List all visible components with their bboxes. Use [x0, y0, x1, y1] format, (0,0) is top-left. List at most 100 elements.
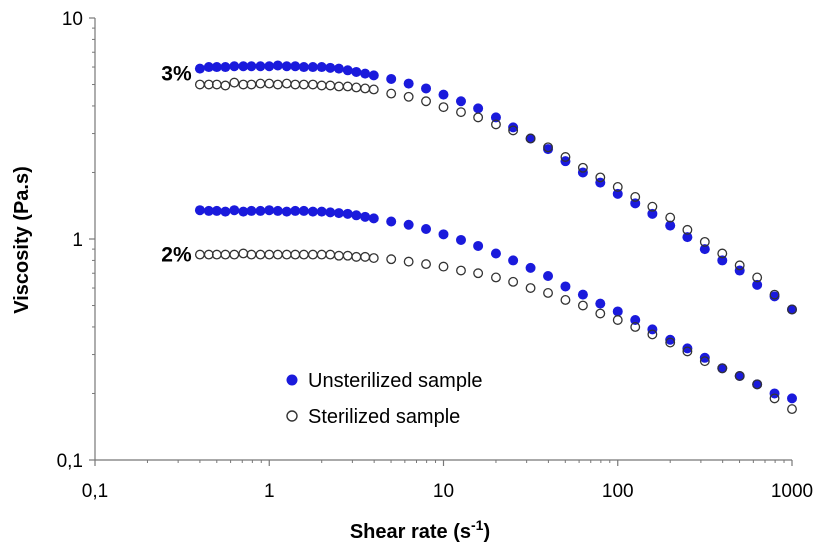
- unsterilized-point: [238, 206, 249, 217]
- sterilized-point: [630, 191, 641, 202]
- sterilized-point: [734, 260, 745, 271]
- sterilized-point: [612, 181, 623, 192]
- sterilized-point: [612, 315, 623, 325]
- sterilized-point: [229, 249, 240, 260]
- sterilized-point: [333, 250, 344, 261]
- sterilized-point: [238, 248, 249, 259]
- sterilized-point: [238, 79, 249, 90]
- unsterilized-point: [264, 205, 275, 216]
- sterilized-point: [255, 249, 266, 260]
- unsterilized-point: [543, 271, 554, 282]
- sterilized-point: [421, 96, 431, 107]
- sterilized-point: [264, 249, 275, 260]
- unsterilized-point: [211, 62, 222, 73]
- x-axis-title: Shear rate (s-1): [350, 517, 490, 543]
- unsterilized-point: [255, 61, 266, 72]
- sterilized-point: [734, 371, 745, 381]
- sterilized-point: [752, 379, 763, 390]
- unsterilized-point: [386, 216, 397, 227]
- unsterilized-point: [229, 61, 240, 72]
- sterilized-point: [682, 346, 693, 357]
- unsterilized-point: [194, 63, 205, 74]
- x-axis-title-main: Shear rate (s: [350, 521, 471, 543]
- unsterilized-point: [682, 343, 693, 354]
- sterilized-point: [456, 107, 466, 118]
- sterilized-point: [220, 249, 231, 260]
- sterilized-point: [290, 249, 301, 260]
- sterilized-point: [508, 125, 519, 136]
- sterilized-point: [665, 337, 676, 348]
- legend-sterilized-marker: [286, 410, 298, 422]
- unsterilized-point: [787, 304, 797, 315]
- unsterilized-point: [272, 205, 283, 216]
- unsterilized-point: [211, 205, 222, 216]
- unsterilized-point: [368, 213, 379, 224]
- sterilized-point: [203, 249, 214, 260]
- unsterilized-point: [203, 205, 214, 216]
- unsterilized-point: [595, 177, 606, 188]
- unsterilized-point: [220, 62, 231, 73]
- data-points: [194, 60, 797, 415]
- unsterilized-point: [734, 370, 745, 381]
- unsterilized-point: [342, 208, 353, 219]
- unsterilized-point: [438, 229, 449, 240]
- sterilized-point: [194, 79, 205, 90]
- sterilized-point: [665, 212, 676, 223]
- unsterilized-point: [455, 96, 466, 107]
- x-tick-label: 100: [602, 481, 634, 502]
- sterilized-point: [473, 268, 484, 279]
- unsterilized-point: [752, 379, 763, 390]
- unsterilized-point: [386, 73, 397, 84]
- x-tick-label: 10: [433, 481, 454, 502]
- unsterilized-point: [203, 62, 214, 73]
- y-axis-title: Viscosity (Pa.s): [11, 166, 33, 313]
- sterilized-point: [272, 79, 283, 90]
- sterilized-point: [281, 78, 292, 89]
- sterilized-point: [194, 249, 205, 260]
- unsterilized-point: [298, 205, 309, 216]
- sterilized-point: [403, 91, 414, 102]
- unsterilized-point: [717, 363, 728, 374]
- sterilized-point: [647, 329, 658, 340]
- sterilized-point: [246, 249, 257, 260]
- unsterilized-point: [194, 205, 205, 216]
- sterilized-point: [525, 283, 536, 293]
- sterilized-point: [699, 356, 710, 367]
- sterilized-point: [368, 84, 379, 95]
- sterilized-point: [325, 80, 336, 91]
- sterilized-point: [717, 363, 728, 374]
- sterilized-point: [491, 272, 501, 283]
- unsterilized-point: [699, 352, 710, 363]
- unsterilized-point: [316, 206, 327, 217]
- y-tick-label: 0,1: [57, 451, 83, 472]
- sterilized-point: [281, 249, 292, 260]
- unsterilized-point: [255, 205, 266, 216]
- sterilized-point: [386, 88, 397, 99]
- unsterilized-point: [525, 262, 536, 273]
- x-axis-ticks: 0,1 1 10 100 1000: [82, 460, 813, 502]
- sterilized-point: [298, 249, 309, 260]
- sterilized-point: [255, 78, 266, 89]
- sterilized-point: [211, 249, 222, 260]
- unsterilized-point: [238, 61, 249, 72]
- annotation-2pct: 2%: [161, 244, 192, 267]
- unsterilized-point: [699, 244, 710, 255]
- sterilized-point: [229, 77, 240, 88]
- sterilized-point: [360, 83, 371, 94]
- unsterilized-point: [246, 205, 257, 216]
- sterilized-point: [333, 81, 344, 92]
- sterilized-point: [351, 82, 362, 93]
- y-axis-ticks: 0,1 1 10: [57, 9, 95, 472]
- sterilized-point: [203, 79, 214, 90]
- sterilized-point: [577, 300, 588, 311]
- unsterilized-point: [647, 324, 658, 335]
- unsterilized-point: [734, 265, 745, 276]
- unsterilized-point: [325, 62, 336, 73]
- sterilized-point: [325, 249, 336, 260]
- unsterilized-point: [281, 206, 292, 217]
- unsterilized-point: [351, 210, 362, 221]
- sterilized-point: [351, 251, 362, 262]
- sterilized-series-2pct: [194, 248, 797, 415]
- sterilized-point: [752, 272, 763, 283]
